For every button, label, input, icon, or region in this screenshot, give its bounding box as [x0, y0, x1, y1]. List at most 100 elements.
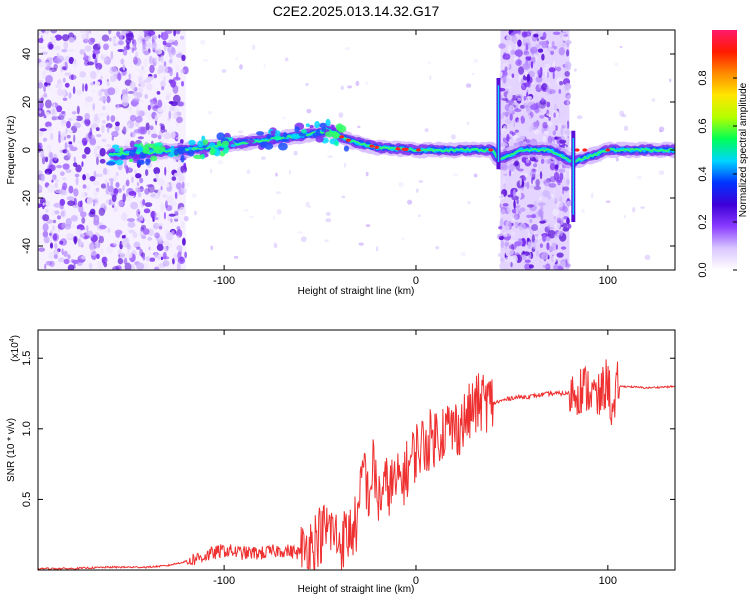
noise-speckle [85, 96, 93, 103]
noise-speckle [179, 138, 184, 144]
noise-speckle [63, 250, 68, 257]
noise-speckle [526, 73, 531, 82]
noise-speckle [519, 207, 526, 212]
noise-speckle [506, 248, 514, 256]
noise-speckle [504, 241, 510, 247]
noise-speckle [525, 158, 530, 163]
noise-speckle [48, 253, 55, 260]
noise-speckle [325, 218, 332, 223]
noise-speckle [154, 114, 158, 121]
noise-speckle [518, 66, 525, 75]
noise-speckle [66, 134, 71, 139]
noise-speckle [175, 53, 184, 58]
noise-speckle [548, 246, 553, 253]
y-tick-label: 1.0 [21, 421, 33, 436]
noise-speckle [513, 120, 516, 128]
noise-speckle [505, 85, 512, 90]
noise-speckle [122, 193, 127, 203]
noise-speckle [75, 176, 79, 186]
noise-speckle [559, 38, 563, 45]
noise-speckle [559, 124, 562, 129]
noise-speckle [110, 50, 114, 60]
noise-speckle [167, 215, 171, 222]
noise-speckle [429, 75, 432, 80]
noise-speckle [640, 206, 645, 209]
noise-speckle [552, 190, 556, 193]
noise-speckle [54, 34, 63, 41]
noise-speckle [148, 127, 157, 136]
noise-speckle [546, 71, 549, 79]
noise-speckle [168, 100, 175, 105]
noise-speckle [146, 76, 154, 81]
noise-speckle [128, 167, 132, 172]
noise-speckle [519, 177, 522, 186]
noise-speckle [44, 263, 47, 270]
noise-speckle [89, 175, 96, 182]
noise-speckle [564, 129, 571, 136]
ridge-blob [298, 132, 307, 137]
ridge-blob [315, 135, 324, 143]
ridge-blob [193, 154, 204, 160]
noise-speckle [80, 255, 87, 260]
noise-speckle [659, 130, 662, 133]
noise-speckle [467, 200, 471, 205]
noise-speckle [563, 66, 572, 71]
noise-speckle [251, 44, 256, 50]
noise-speckle [89, 208, 96, 215]
noise-speckle [501, 258, 505, 263]
noise-speckle [38, 170, 43, 175]
noise-speckle [538, 83, 541, 89]
noise-speckle [506, 35, 513, 41]
noise-speckle [109, 75, 117, 82]
noise-speckle [90, 82, 94, 86]
noise-speckle [539, 220, 546, 224]
noise-speckle [529, 219, 533, 224]
noise-speckle [506, 106, 514, 114]
noise-speckle [174, 65, 180, 71]
noise-speckle [532, 243, 537, 250]
noise-speckle [529, 170, 537, 178]
noise-speckle [544, 159, 549, 164]
y-tick-label: -40 [21, 238, 33, 254]
ridge-blob [335, 123, 344, 131]
noise-speckle [68, 185, 74, 194]
noise-speckle [511, 195, 519, 201]
noise-speckle [182, 171, 186, 174]
noise-speckle [117, 249, 122, 255]
noise-speckle [52, 232, 60, 242]
noise-speckle [590, 192, 594, 199]
noise-speckle [210, 245, 214, 251]
noise-speckle [560, 110, 568, 118]
noise-speckle [81, 161, 84, 167]
noise-speckle [460, 251, 466, 257]
noise-speckle [557, 181, 561, 186]
noise-speckle [553, 125, 556, 130]
noise-speckle [519, 205, 526, 214]
ridge-blob [325, 118, 331, 127]
noise-speckle [548, 113, 552, 118]
ridge-blob [290, 133, 301, 140]
noise-speckle [158, 225, 163, 230]
noise-speckle [520, 126, 525, 131]
noise-speckle [42, 214, 50, 222]
noise-speckle [82, 83, 85, 92]
ridge-blob [210, 146, 215, 155]
noise-speckle [49, 232, 52, 237]
noise-speckle [130, 263, 135, 270]
noise-speckle [95, 187, 100, 192]
noise-speckle [508, 135, 514, 144]
noise-speckle [102, 57, 108, 62]
noise-speckle [564, 168, 571, 172]
noise-speckle [365, 224, 371, 228]
noise-speckle [521, 31, 528, 38]
noise-speckle [453, 173, 459, 177]
noise-speckle [53, 202, 61, 208]
noise-speckle [497, 253, 505, 258]
y-tick-label: 1.5 [21, 351, 33, 366]
noise-speckle [44, 156, 49, 163]
noise-speckle [88, 55, 92, 62]
noise-speckle [43, 92, 48, 98]
noise-speckle [526, 237, 530, 242]
noise-speckle [110, 115, 116, 123]
noise-speckle [128, 191, 137, 196]
